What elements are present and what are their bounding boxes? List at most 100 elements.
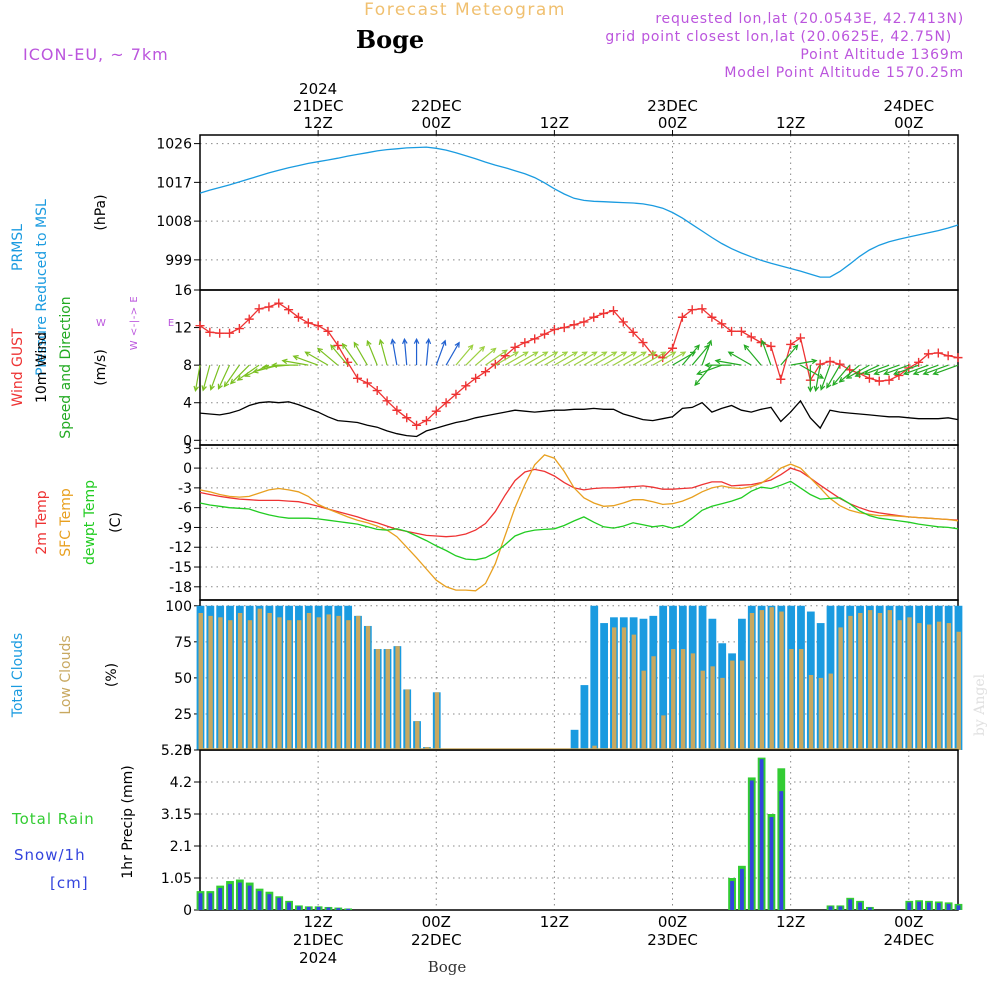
low-cloud-bar (739, 660, 745, 750)
wind-arrow (366, 340, 378, 366)
top-time-label: 21DEC (293, 97, 344, 115)
snow-bar (730, 881, 735, 910)
low-cloud-bar (346, 620, 351, 750)
low-cloud-bar (936, 621, 942, 750)
low-cloud-bar (434, 692, 440, 750)
gust-marker (618, 317, 628, 327)
series-label: SFC Temp (58, 488, 74, 557)
unit-label: (m/s) (93, 349, 109, 386)
wind-arrow-head (694, 380, 701, 387)
bottom-time-label: 22DEC (411, 931, 462, 949)
gust-marker (254, 304, 264, 314)
wind-arrow (632, 351, 656, 366)
snow-bar (287, 902, 292, 910)
wind-arrow-head (252, 368, 259, 374)
wind-arrow-head (706, 339, 713, 346)
y-tick-label: 0 (183, 461, 192, 477)
low-cloud-bar (749, 612, 755, 750)
low-cloud-bar (631, 634, 637, 750)
y-tick-label: 1017 (156, 175, 192, 191)
wind-arrow (826, 364, 841, 388)
gust-marker (234, 324, 244, 334)
series-label: Speed and Direction (58, 296, 74, 438)
y-tick-label: -3 (178, 481, 192, 497)
wind-arrow (194, 365, 201, 391)
wind-arrow (864, 364, 890, 375)
wind-arrow-head (817, 373, 825, 379)
snow-bar (218, 888, 223, 910)
wind-arrow (583, 351, 607, 366)
gust-marker (668, 343, 678, 353)
total-cloud-bar (590, 605, 599, 750)
wind-arrow (544, 351, 568, 366)
series-label: 10m Wind (34, 332, 50, 403)
gust-marker (205, 327, 215, 337)
wind-arrow (884, 364, 909, 375)
gust-marker (264, 302, 274, 312)
low-cloud-bar (306, 612, 312, 750)
y-tick-label: 0 (183, 743, 192, 759)
wind-arrow-head (581, 351, 588, 357)
wind-arrow-head (660, 351, 667, 357)
y-tick-label: -12 (169, 540, 192, 556)
wind-arrow-head (304, 351, 311, 357)
wind-arrow (403, 339, 408, 366)
low-cloud-bar (316, 617, 322, 750)
wind-arrow-head (811, 358, 818, 365)
wind-arrow-head (611, 351, 618, 357)
gust-marker (933, 348, 943, 358)
grid-point-coords: grid point closest lon,lat (20.0625E, 42… (605, 29, 952, 45)
y-tick-label: 5.25 (161, 743, 192, 759)
total-cloud-bar (659, 605, 668, 750)
low-cloud-bar (415, 721, 420, 750)
wind-arrow (681, 344, 700, 366)
low-cloud-bar (385, 649, 390, 750)
wind-arrow-head (441, 339, 447, 346)
gust-marker (225, 328, 235, 338)
y-tick-label: 0 (183, 433, 192, 449)
wind-arrow-head (873, 369, 880, 376)
wind-arrow (846, 364, 870, 379)
snow-bar (848, 899, 853, 910)
wind-arrow-head (271, 362, 278, 368)
wind-arrow-head (863, 369, 870, 376)
wind-arrow (573, 351, 597, 366)
gust-marker (540, 329, 550, 339)
gust-marker (786, 339, 796, 349)
wind-arrow-head (792, 344, 799, 351)
y-tick-label: 3 (183, 441, 192, 457)
wind-arrow (353, 342, 368, 366)
wind-arrow (230, 364, 250, 384)
snow-bar (946, 903, 951, 910)
wind-arrow (923, 364, 949, 375)
wind-arrow (305, 351, 329, 366)
gust-marker (274, 298, 284, 308)
gust-marker (293, 312, 303, 322)
wind-arrow-head (341, 342, 348, 349)
wind-arrow-head (425, 337, 432, 345)
wind-arrow (761, 340, 772, 366)
wind-arrow (202, 364, 211, 391)
point-altitude: Point Altitude 1369m (800, 47, 964, 63)
wind-arrow (893, 364, 919, 375)
low-cloud-bar (769, 607, 774, 750)
snow-bar (858, 902, 862, 910)
gust-marker (303, 318, 313, 328)
snow-bar (237, 882, 242, 910)
top-time-label: 22DEC (411, 97, 462, 115)
wind-arrow (820, 364, 831, 390)
wind-arrow (603, 351, 627, 366)
y-tick-label: 12 (174, 321, 192, 337)
low-cloud-bar (237, 612, 243, 750)
bottom-time-label: 12Z (776, 913, 805, 931)
top-time-label: 00Z (894, 114, 923, 132)
y-tick-label: 4 (183, 396, 192, 412)
series-label: Total Clouds (10, 633, 26, 718)
series-label: dewpt Temp (82, 480, 98, 565)
gust-marker (628, 327, 638, 337)
y-tick-label: 75 (174, 635, 192, 651)
low-cloud-bar (907, 617, 912, 750)
low-cloud-bar (257, 608, 262, 750)
wind-arrow-head (454, 341, 460, 348)
top-time-label: 23DEC (647, 97, 698, 115)
